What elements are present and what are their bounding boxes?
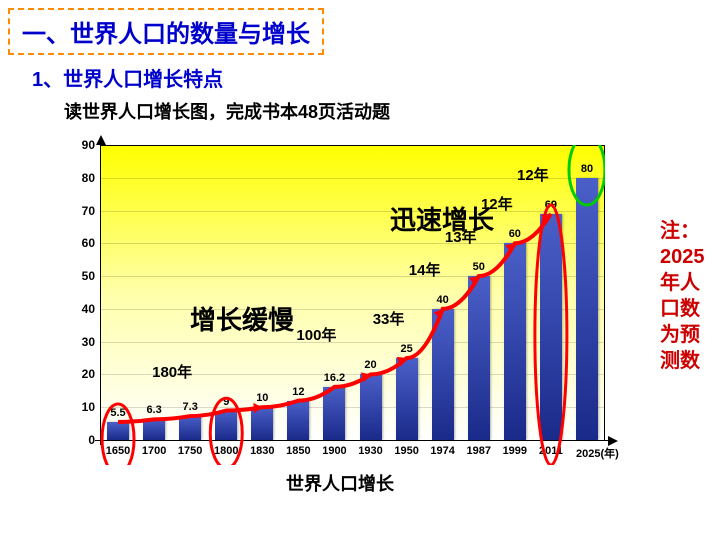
x-tick-label: 1950: [390, 445, 424, 457]
bar-value-label: 6.3: [139, 404, 169, 416]
bar: [432, 309, 454, 440]
x-tick-label: 1700: [137, 445, 171, 457]
y-tick: 60: [60, 236, 95, 250]
interval-label: 180年: [144, 361, 200, 382]
interval-label: 12年: [505, 164, 561, 185]
bar: [107, 422, 129, 440]
y-tick: 40: [60, 302, 95, 316]
x-axis: [95, 440, 610, 441]
bar-value-label: 60: [500, 228, 530, 240]
population-chart: 0102030405060708090 5.516506.317007.3175…: [60, 145, 620, 485]
interval-label: 14年: [397, 259, 453, 280]
bar: [215, 411, 237, 441]
bar: [360, 374, 382, 440]
bar-value-label: 69: [536, 199, 566, 211]
y-tick: 70: [60, 204, 95, 218]
y-tick: 30: [60, 335, 95, 349]
bar: [323, 387, 345, 440]
bar: [396, 358, 418, 440]
bar: [143, 419, 165, 440]
forecast-note: 注：2025年人口数为预测数: [660, 218, 708, 374]
bar-value-label: 12: [283, 386, 313, 398]
x-tick-label: 1650: [101, 445, 135, 457]
bar: [504, 243, 526, 440]
y-tick: 80: [60, 171, 95, 185]
bar-value-label: 16.2: [319, 372, 349, 384]
x-tick-label: 1987: [462, 445, 496, 457]
bar-value-label: 80: [572, 163, 602, 175]
y-axis-arrow-icon: [96, 135, 106, 145]
bar: [540, 214, 562, 440]
x-tick-label: 1850: [281, 445, 315, 457]
bar: [576, 178, 598, 440]
interval-label: 33年: [361, 308, 417, 329]
bar-value-label: 50: [464, 261, 494, 273]
bar: [468, 276, 490, 440]
x-tick-label: 1800: [209, 445, 243, 457]
y-tick: 20: [60, 367, 95, 381]
y-tick: 50: [60, 269, 95, 283]
bar-value-label: 25: [392, 343, 422, 355]
x-tick-label: 2025(年): [570, 445, 625, 461]
instruction: 读世界人口增长图，完成书本48页活动题: [64, 98, 720, 124]
interval-label: 100年: [288, 324, 344, 345]
x-tick-label: 1900: [317, 445, 351, 457]
x-tick-label: 1830: [245, 445, 279, 457]
x-tick-label: 1750: [173, 445, 207, 457]
phase-label: 增长缓慢: [190, 300, 294, 337]
x-tick-label: 1999: [498, 445, 532, 457]
x-tick-label: 1930: [354, 445, 388, 457]
bar: [287, 401, 309, 440]
bar-value-label: 7.3: [175, 401, 205, 413]
bar: [251, 407, 273, 440]
bar: [179, 416, 201, 440]
section-title-box: 一、世界人口的数量与增长: [8, 8, 324, 55]
sub-title: 1、世界人口增长特点: [32, 63, 720, 92]
phase-label: 迅速增长: [390, 200, 494, 237]
x-tick-label: 2011: [534, 445, 568, 457]
x-tick-label: 1974: [426, 445, 460, 457]
y-tick: 10: [60, 400, 95, 414]
y-tick: 0: [60, 433, 95, 447]
bar-value-label: 20: [356, 359, 386, 371]
chart-title: 世界人口增长: [60, 470, 620, 496]
bar-value-label: 40: [428, 294, 458, 306]
bar-value-label: 5.5: [103, 407, 133, 419]
bar-value-label: 10: [247, 392, 277, 404]
section-title: 一、世界人口的数量与增长: [22, 21, 310, 48]
bar-value-label: 9: [211, 396, 241, 408]
y-tick: 90: [60, 138, 95, 152]
